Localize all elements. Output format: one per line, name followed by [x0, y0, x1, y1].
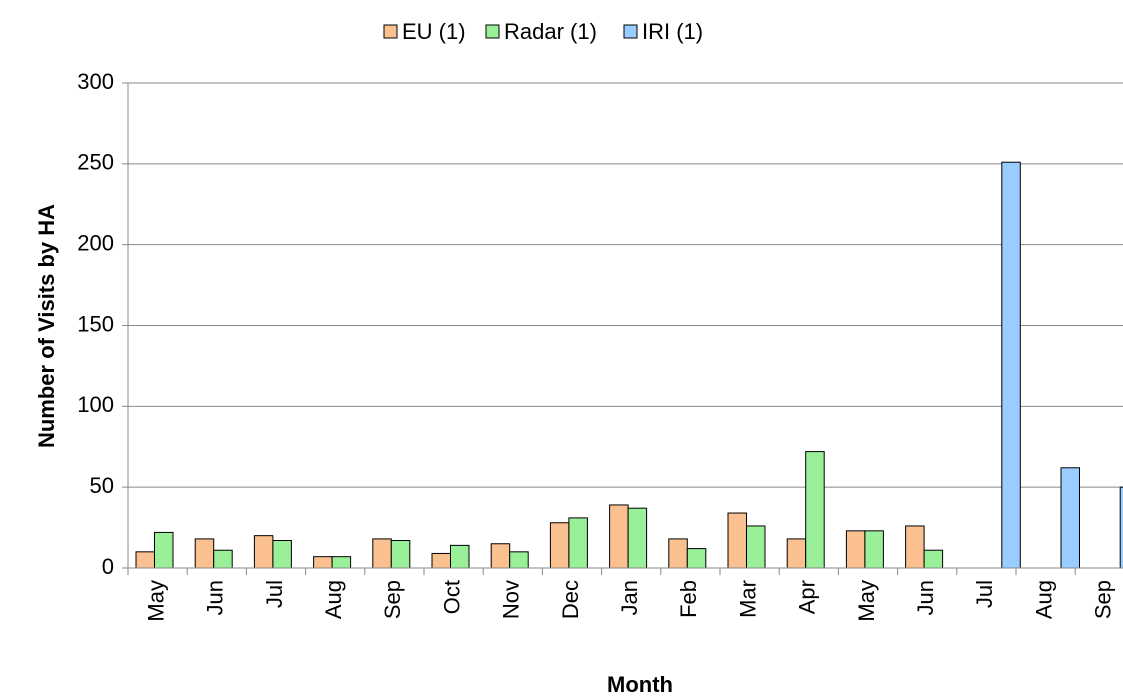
- y-tick-label: 250: [77, 150, 114, 175]
- bar: [313, 556, 333, 569]
- bar: [609, 504, 629, 569]
- bar: [1001, 161, 1021, 569]
- x-tick-label: Dec: [558, 580, 583, 619]
- x-tick-label: Aug: [321, 580, 346, 619]
- y-tick-label: 200: [77, 230, 114, 255]
- bar: [686, 548, 707, 569]
- bar: [845, 530, 866, 569]
- bar: [450, 544, 470, 569]
- x-tick-label: Sep: [1091, 580, 1116, 619]
- bar: [1119, 486, 1123, 569]
- y-tick-label: 100: [77, 392, 114, 417]
- x-tick-label: Jul: [972, 580, 997, 608]
- bar: [372, 538, 392, 569]
- legend-label: EU (1): [402, 19, 466, 44]
- y-tick-label: 0: [102, 554, 114, 579]
- x-tick-label: Mar: [735, 580, 760, 618]
- bar: [905, 525, 925, 569]
- bar: [746, 525, 766, 569]
- x-tick-label: May: [854, 580, 879, 622]
- bar: [135, 551, 155, 569]
- x-axis-label: Month: [607, 672, 673, 697]
- bar: [390, 540, 411, 569]
- bar: [568, 517, 588, 569]
- bar: [253, 535, 274, 569]
- x-tick-label: Jul: [262, 580, 287, 608]
- bar: [194, 538, 215, 569]
- bar: [864, 530, 884, 569]
- bar: [727, 512, 747, 569]
- bar: [272, 540, 292, 569]
- x-tick-label: Sep: [380, 580, 405, 619]
- legend-swatch: [485, 24, 500, 39]
- bar: [154, 531, 174, 569]
- x-tick-label: Jun: [913, 580, 938, 615]
- x-tick-label: May: [143, 580, 168, 622]
- x-tick-label: Jun: [203, 580, 228, 615]
- x-tick-label: Apr: [795, 580, 820, 614]
- x-tick-label: Feb: [676, 580, 701, 618]
- x-tick-label: Oct: [439, 580, 464, 614]
- y-tick-label: 300: [77, 69, 114, 94]
- bar: [668, 538, 688, 569]
- bar: [627, 507, 648, 569]
- bar: [786, 538, 807, 569]
- x-tick-label: Jan: [617, 580, 642, 615]
- legend-label: Radar (1): [504, 19, 597, 44]
- y-tick-label: 50: [90, 473, 114, 498]
- x-tick-label: Nov: [499, 580, 524, 619]
- legend-swatch: [623, 24, 638, 39]
- bar: [923, 549, 944, 569]
- bar: [805, 451, 825, 569]
- bar: [490, 543, 511, 569]
- legend-swatch: [383, 24, 398, 39]
- legend-label: IRI (1): [642, 19, 703, 44]
- bar: [431, 552, 451, 569]
- bar: [331, 556, 352, 569]
- x-tick-label: Aug: [1031, 580, 1056, 619]
- y-axis-label: Number of Visits by HA: [34, 204, 59, 448]
- bar: [549, 522, 570, 569]
- bar: [509, 551, 529, 569]
- y-tick-label: 150: [77, 311, 114, 336]
- bar: [1060, 467, 1080, 569]
- bar: [213, 549, 233, 569]
